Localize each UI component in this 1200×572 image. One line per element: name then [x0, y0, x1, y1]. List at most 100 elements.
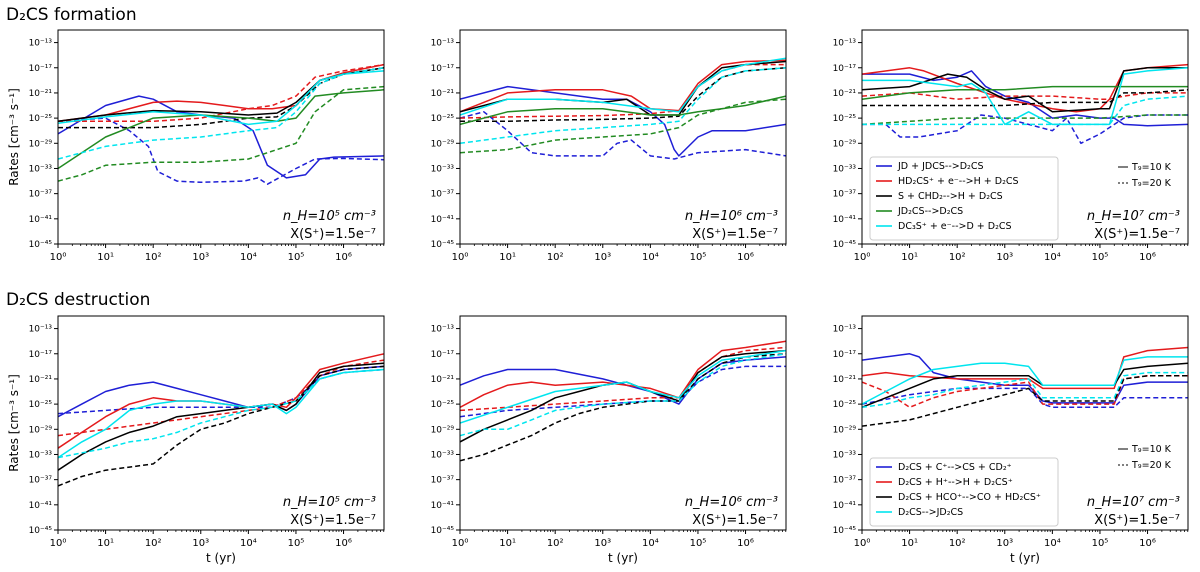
y-tick-label: 10⁻⁴¹ — [833, 215, 857, 225]
y-tick-label: 10⁻⁴⁵ — [431, 240, 455, 250]
y-tick-label: 10⁻²⁹ — [833, 139, 857, 149]
legend-entry: S + CHD₂-->H + D₂CS — [898, 191, 1003, 202]
x-tick-label: 10⁴ — [642, 538, 659, 549]
x-tick-label: 10² — [547, 538, 564, 549]
temp-legend-10k: T₉=10 K — [1131, 444, 1172, 455]
y-tick-label: 10⁻³⁷ — [29, 190, 53, 200]
panel-destruction-nH1e7: 10⁰ 10¹ 10² 10³ 10⁴ 10⁵ 10⁶ 10⁻¹³ 10⁻¹⁷ 10⁻²¹ 10⁻²… — [833, 315, 1189, 565]
y-tick-label: 10⁻⁴¹ — [431, 501, 455, 511]
legend-entry: HD₂CS⁺ + e⁻-->H + D₂CS — [898, 176, 1019, 187]
x-tick-label: 10³ — [192, 252, 209, 263]
y-tick-label: 10⁻¹³ — [431, 325, 455, 335]
legend-entry: JD₂CS-->D₂CS — [897, 206, 963, 217]
series-group — [862, 346, 1188, 427]
series-line-red-dashed — [862, 92, 1188, 100]
series-line-black-dashed — [460, 67, 786, 123]
panel-formation-nH1e5: 10⁰ 10¹ 10² 10³ 10⁴ 10⁵ 10⁶ 10⁻¹³ 10⁻¹⁷ 10⁻²¹ 10⁻²… — [7, 29, 385, 263]
series-line-cyan-dashed — [862, 371, 1188, 409]
legend-entry: JD + JDCS-->D₂CS — [897, 161, 984, 172]
y-tick-label: 10⁻²⁵ — [833, 114, 857, 124]
legend-entry: D₂CS + HCO⁺-->CO + HD₂CS⁺ — [898, 492, 1041, 503]
x-tick-label: 10⁵ — [1092, 252, 1109, 263]
series-line-red-dashed — [460, 346, 786, 412]
series-line-black-dashed — [862, 89, 1188, 107]
y-tick-label: 10⁻³⁷ — [833, 476, 857, 486]
temp-legend-20k: T₉=20 K — [1131, 178, 1172, 189]
y-tick-label: 10⁻³⁷ — [431, 190, 455, 200]
y-tick-label: 10⁻¹³ — [431, 39, 455, 49]
x-tick-label: 10⁵ — [288, 252, 305, 263]
x-tick-label: 10⁴ — [642, 252, 659, 263]
x-axis-label: t (yr) — [1010, 551, 1040, 565]
series-group — [58, 63, 384, 185]
series-line-blue-dashed — [862, 387, 1188, 409]
legend-entry: DC₃S⁺ + e⁻-->D + D₂CS — [898, 221, 1012, 232]
series-line-red-dashed — [58, 63, 384, 123]
y-tick-label: 10⁻¹⁷ — [833, 64, 857, 74]
y-tick-label: 10⁻⁴¹ — [29, 215, 53, 225]
series-line-black-solid — [58, 362, 384, 471]
panel-destruction-nH1e5: 10⁰ 10¹ 10² 10³ 10⁴ 10⁵ 10⁶ 10⁻¹³ 10⁻¹⁷ 10⁻²¹ 10⁻²… — [7, 315, 385, 565]
x-tick-label: 10⁶ — [335, 538, 352, 549]
y-tick-label: 10⁻³⁷ — [29, 476, 53, 486]
series-line-blue-dashed — [862, 114, 1188, 145]
y-tick-label: 10⁻¹³ — [833, 39, 857, 49]
x-tick-label: 10⁴ — [240, 252, 257, 263]
y-tick-label: 10⁻³⁷ — [431, 476, 455, 486]
y-tick-label: 10⁻²¹ — [29, 89, 53, 99]
abundance-label: X(S⁺)=1.5e⁻⁷ — [290, 513, 376, 528]
y-tick-label: 10⁻³³ — [431, 164, 455, 174]
series-line-green-dashed — [58, 85, 384, 182]
y-tick-label: 10⁻⁴⁵ — [29, 526, 53, 536]
y-tick-label: 10⁻⁴⁵ — [29, 240, 53, 250]
series-line-cyan-solid — [58, 368, 384, 459]
x-tick-label: 10⁴ — [240, 538, 257, 549]
series-group — [460, 57, 786, 160]
density-label: n_H=10⁶ cm⁻³ — [685, 209, 778, 224]
temp-legend-20k: T₉=20 K — [1131, 460, 1172, 471]
x-tick-label: 10³ — [594, 252, 611, 263]
legend-entry: D₂CS-->JD₂CS — [898, 507, 963, 518]
series-line-cyan-dashed — [58, 368, 384, 459]
series-line-blue-dashed — [460, 365, 786, 418]
y-tick-label: 10⁻²¹ — [431, 89, 455, 99]
y-tick-label: 10⁻²⁹ — [431, 425, 455, 435]
x-tick-label: 10⁰ — [452, 252, 469, 263]
panel-destruction-nH1e6: 10⁰ 10¹ 10² 10³ 10⁴ 10⁵ 10⁶ 10⁻¹³ 10⁻¹⁷ 10⁻²¹ 10⁻²… — [431, 315, 787, 565]
series-line-black-solid — [862, 362, 1188, 408]
x-tick-label: 10¹ — [97, 538, 114, 549]
x-tick-label: 10⁰ — [50, 538, 67, 549]
y-tick-label: 10⁻¹⁷ — [431, 64, 455, 74]
y-tick-label: 10⁻²¹ — [29, 375, 53, 385]
x-tick-label: 10² — [949, 538, 966, 549]
y-tick-label: 10⁻⁴⁵ — [431, 526, 455, 536]
x-axis-label: t (yr) — [206, 551, 236, 565]
series-group — [460, 340, 786, 462]
y-tick-label: 10⁻¹³ — [833, 325, 857, 335]
plot-frame — [459, 29, 787, 245]
x-tick-label: 10² — [949, 252, 966, 263]
x-axis-label: t (yr) — [608, 551, 638, 565]
y-tick-label: 10⁻²⁵ — [431, 114, 455, 124]
x-tick-label: 10⁶ — [335, 252, 352, 263]
y-tick-label: 10⁻⁴⁵ — [833, 240, 857, 250]
density-label: n_H=10⁷ cm⁻³ — [1087, 209, 1180, 224]
x-tick-label: 10⁰ — [452, 538, 469, 549]
y-tick-label: 10⁻³⁷ — [833, 190, 857, 200]
x-tick-label: 10³ — [192, 538, 209, 549]
y-tick-label: 10⁻¹³ — [29, 325, 53, 335]
x-tick-label: 10¹ — [97, 252, 114, 263]
abundance-label: X(S⁺)=1.5e⁻⁷ — [1094, 227, 1180, 242]
y-tick-label: 10⁻⁴¹ — [29, 501, 53, 511]
series-line-red-solid — [862, 346, 1188, 390]
temp-legend-10k: T₉=10 K — [1131, 162, 1172, 173]
y-tick-label: 10⁻²⁹ — [29, 425, 53, 435]
x-tick-label: 10³ — [996, 252, 1013, 263]
series-line-blue-dashed — [460, 111, 786, 160]
series-line-red-dashed — [862, 375, 1188, 409]
series-line-blue-solid — [460, 85, 786, 157]
series-line-black-dashed — [862, 375, 1188, 427]
density-label: n_H=10⁶ cm⁻³ — [685, 495, 778, 510]
y-axis-label: Rates [cm⁻³ s⁻¹] — [7, 374, 21, 472]
y-tick-label: 10⁻¹⁷ — [29, 350, 53, 360]
